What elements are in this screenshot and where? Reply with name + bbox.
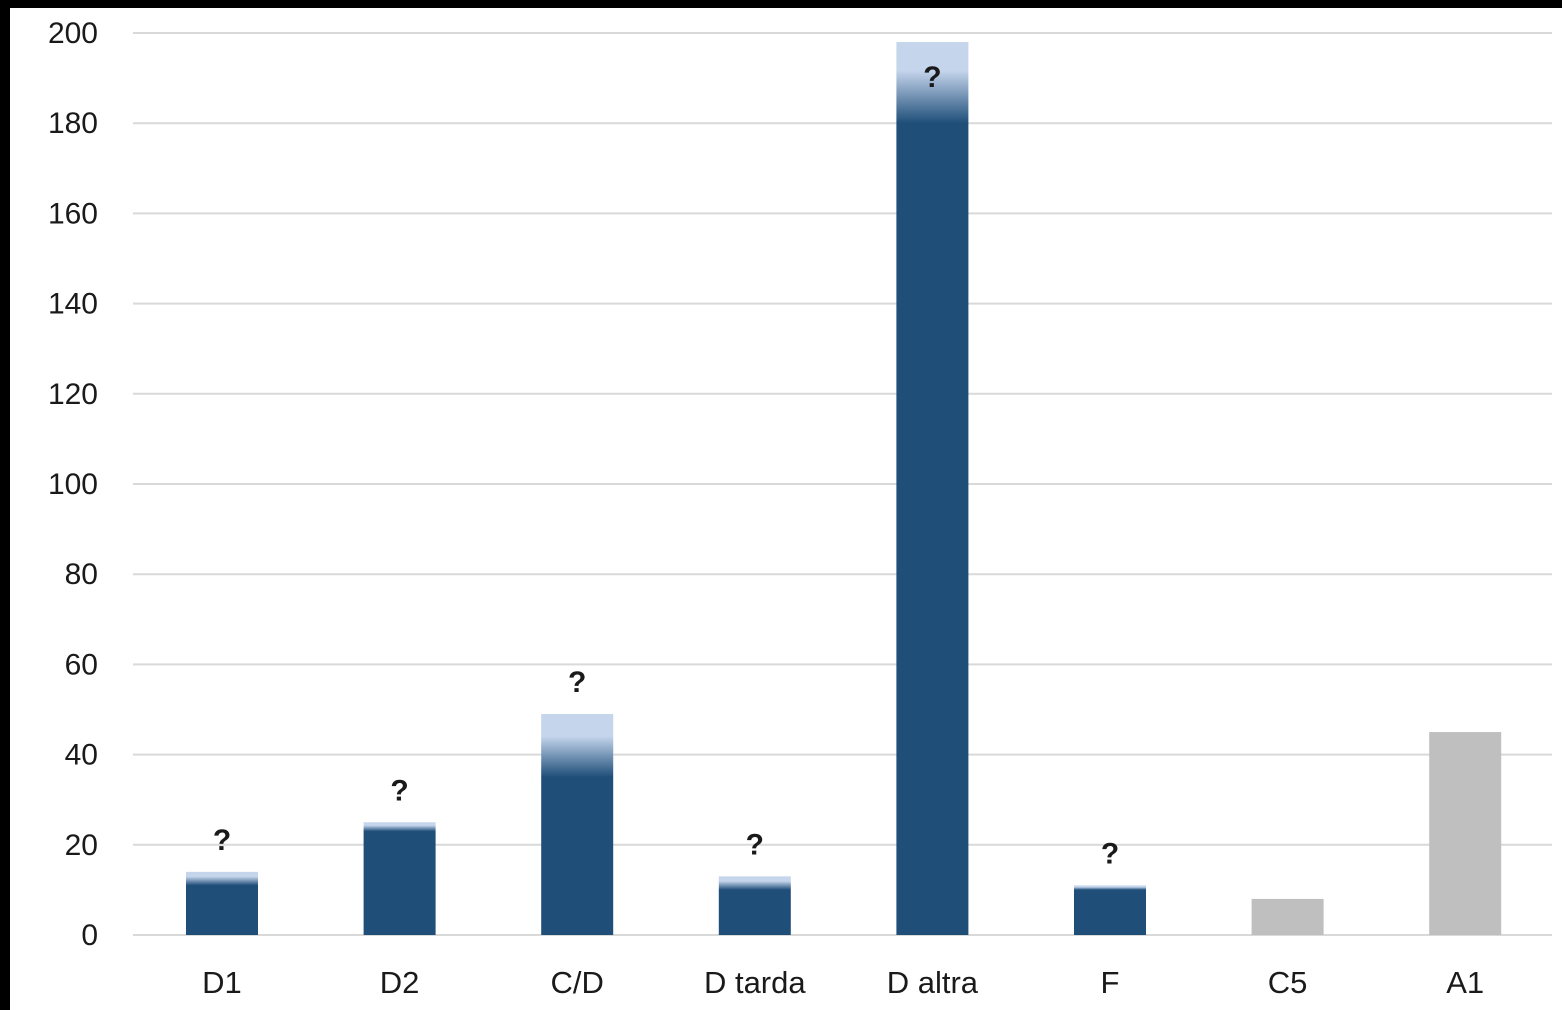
bar-d-tarda [718,876,791,935]
bar-c5 [1251,898,1324,935]
y-axis-tick-labels: 0 20 40 60 80 100 120 140 160 180 200 [48,17,98,952]
y-tick-label: 200 [48,17,98,50]
bar-c-d [541,714,614,935]
uncertainty-marker: ? [390,774,408,807]
y-tick-label: 140 [48,288,98,321]
uncertainty-marker: ? [1101,837,1119,870]
uncertainty-markers: ?????? [213,61,1119,870]
chart-container: 0 20 40 60 80 100 120 140 160 180 200 ?????? D1 D2 C… [10,8,1562,1010]
gridlines [133,32,1552,936]
uncertainty-marker: ? [923,61,941,94]
bar-d2 [363,822,436,935]
bar-d-altra [896,42,969,935]
x-axis-category-labels: D1 D2 C/D D tarda D altra F C5 A1 [202,965,1484,1000]
y-tick-label: 80 [65,558,98,591]
y-tick-label: 20 [65,829,98,862]
uncertainty-marker: ? [213,824,231,857]
x-category-label: C5 [1268,965,1308,1000]
y-tick-label: 160 [48,197,98,230]
bar-a1 [1429,732,1502,935]
uncertainty-marker: ? [568,666,586,699]
x-category-label: A1 [1446,965,1484,1000]
y-tick-label: 60 [65,648,98,681]
uncertainty-marker: ? [746,828,764,861]
y-tick-label: 100 [48,468,98,501]
bar-chart: 0 20 40 60 80 100 120 140 160 180 200 ?????? D1 D2 C… [48,17,1552,1000]
x-category-label: D altra [887,965,979,1000]
x-category-label: D1 [202,965,242,1000]
x-category-label: C/D [551,965,604,1000]
bars [186,42,1502,935]
y-tick-label: 0 [81,919,98,952]
y-tick-label: 120 [48,378,98,411]
y-tick-label: 180 [48,107,98,140]
y-tick-label: 40 [65,739,98,772]
x-category-label: D tarda [704,965,806,1000]
x-category-label: F [1101,965,1120,1000]
x-category-label: D2 [380,965,420,1000]
bar-d1 [186,871,258,935]
bar-f [1074,885,1146,935]
